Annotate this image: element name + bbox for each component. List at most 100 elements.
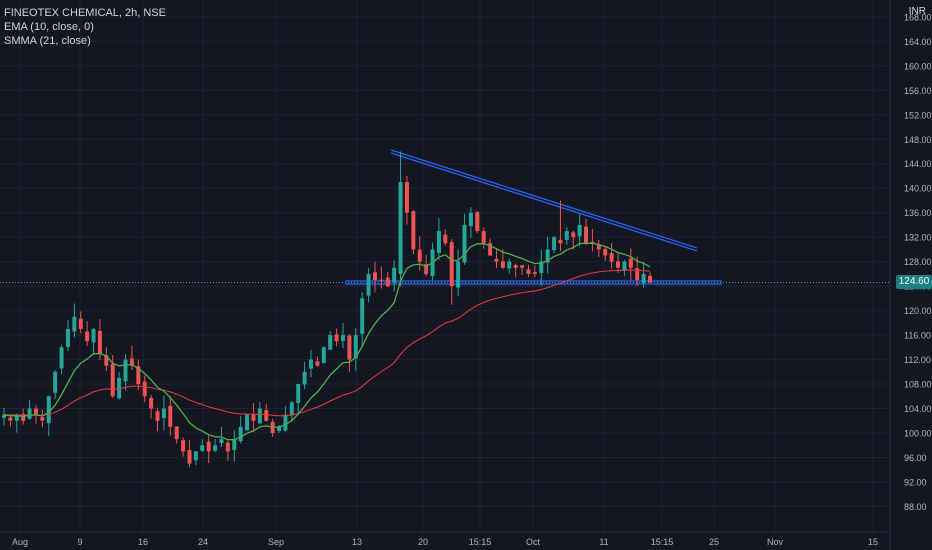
candle-body <box>507 261 512 269</box>
candle-body <box>21 414 26 421</box>
y-tick-label: 168.00 <box>904 12 932 22</box>
candle-body <box>628 258 633 268</box>
x-tick-label: Sep <box>268 537 284 547</box>
candle-body <box>302 371 307 385</box>
y-tick-label: 120.00 <box>904 306 932 316</box>
candle-body <box>40 417 45 421</box>
candle-body <box>641 273 646 284</box>
candle-body <box>232 439 237 450</box>
candle-body <box>481 231 486 244</box>
x-tick-label: Nov <box>767 537 784 547</box>
candle-body <box>635 268 640 281</box>
y-tick-label: 108.00 <box>904 380 932 390</box>
candle-body <box>411 211 416 250</box>
candle-body <box>65 328 70 347</box>
y-tick-label: 160.00 <box>904 61 932 71</box>
candle-body <box>475 212 480 232</box>
candle-body <box>334 334 339 342</box>
symbol-label[interactable]: FINEOTEX CHEMICAL, 2h, NSE <box>4 7 166 19</box>
candle-body <box>85 331 90 342</box>
x-tick-label: 25 <box>709 537 719 547</box>
y-tick-label: 104.00 <box>904 404 932 414</box>
candle-body <box>2 414 6 418</box>
candle-body <box>238 426 243 442</box>
candle-body <box>129 358 134 366</box>
candle-body <box>328 335 333 350</box>
x-tick-label: Oct <box>526 537 541 547</box>
candle-body <box>404 182 409 213</box>
candle-body <box>155 411 160 421</box>
currency-label: INR <box>908 6 926 17</box>
x-tick-label: 15:15 <box>651 537 674 547</box>
x-tick-label: 16 <box>138 537 148 547</box>
y-tick-label: 112.00 <box>904 355 931 365</box>
candle-body <box>436 231 441 253</box>
y-tick-label: 132.00 <box>904 233 932 243</box>
ema-label[interactable]: EMA (10, close, 0) <box>4 21 94 33</box>
candle-body <box>123 359 128 382</box>
candle-body <box>340 335 345 341</box>
x-tick-label: 15 <box>868 537 878 547</box>
candle-body <box>187 450 192 464</box>
candle-body <box>564 231 569 240</box>
indicators <box>3 242 651 441</box>
candle-body <box>596 244 601 250</box>
y-tick-label: 164.00 <box>904 37 932 47</box>
candle-body <box>571 232 576 238</box>
candle-body <box>110 363 115 397</box>
candle-body <box>360 298 365 334</box>
candle-body <box>91 328 96 343</box>
candle-body <box>219 439 224 444</box>
candle-body <box>398 182 403 274</box>
trendline-descending-upper <box>390 152 698 252</box>
candle-body <box>513 265 518 268</box>
candle-body <box>392 267 397 283</box>
candle-body <box>379 279 384 281</box>
candle-body <box>366 273 371 296</box>
x-tick-label: 11 <box>599 537 608 547</box>
grid <box>0 0 890 532</box>
candle-body <box>456 261 461 288</box>
y-tick-label: 128.00 <box>904 257 932 267</box>
y-tick-label: 148.00 <box>904 135 932 145</box>
candle-body <box>72 316 77 332</box>
candle-body <box>8 417 13 421</box>
candle-body <box>622 261 627 271</box>
x-tick-label: 15:15 <box>469 537 492 547</box>
candle-body <box>347 335 352 360</box>
candle-body <box>174 426 179 440</box>
candle-body <box>104 355 109 366</box>
candle-body <box>53 371 58 393</box>
candles <box>2 151 652 468</box>
y-tick-label: 96.00 <box>904 453 927 463</box>
candle-body <box>59 347 64 369</box>
candle-body <box>558 239 563 244</box>
candle-body <box>545 249 550 263</box>
y-tick-label: 88.00 <box>904 502 927 512</box>
candle-body <box>277 426 282 431</box>
ema-line <box>3 242 651 441</box>
candle-body <box>193 451 198 461</box>
candle-body <box>206 441 211 452</box>
y-tick-label: 100.00 <box>904 429 932 439</box>
smma-label[interactable]: SMMA (21, close) <box>4 35 91 47</box>
candle-body <box>27 408 32 419</box>
y-tick-label: 92.00 <box>904 477 927 487</box>
candle-body <box>117 377 122 399</box>
candle-body <box>526 269 531 274</box>
candle-body <box>616 261 621 268</box>
candle-body <box>385 277 390 287</box>
y-tick-label: 144.00 <box>904 159 932 169</box>
y-tick-label: 152.00 <box>904 110 932 120</box>
x-tick-label: 9 <box>77 537 82 547</box>
candle-body <box>257 408 262 424</box>
candle-body <box>449 242 454 287</box>
y-tick-label: 136.00 <box>904 208 932 218</box>
candle-body <box>97 330 102 354</box>
candle-body <box>424 264 429 274</box>
candle-body <box>443 234 448 244</box>
candle-body <box>245 414 250 431</box>
candle-body <box>251 414 256 421</box>
candle-body <box>648 275 652 283</box>
